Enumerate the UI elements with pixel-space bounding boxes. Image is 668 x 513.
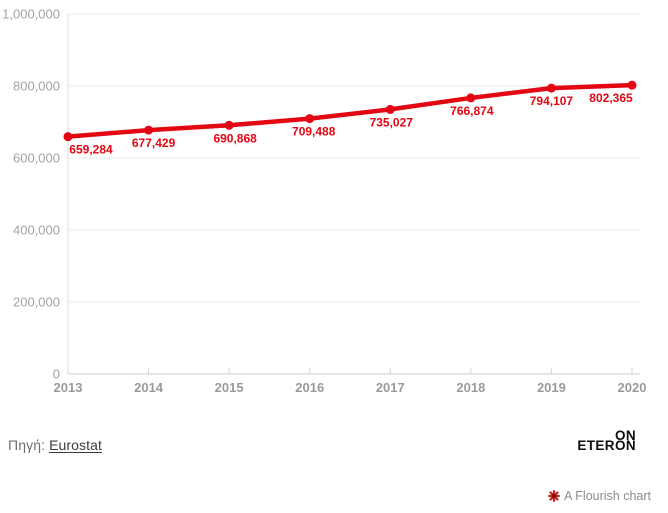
- data-point-label: 794,107: [530, 94, 574, 108]
- y-tick-label: 0: [53, 367, 60, 382]
- flourish-attribution-link[interactable]: A Flourish chart: [548, 489, 651, 503]
- x-tick-label: 2015: [215, 380, 244, 395]
- flourish-attribution-label: A Flourish chart: [564, 489, 651, 503]
- y-tick-label: 1,000,000: [2, 7, 60, 22]
- line-chart: 0 200,000 400,000 600,000 800,000 1,000,000 20…: [2, 7, 647, 396]
- x-tick-label: 2013: [54, 380, 83, 395]
- data-point[interactable]: [466, 93, 476, 103]
- data-point[interactable]: [144, 125, 154, 135]
- x-tick-label: 2020: [618, 380, 647, 395]
- eteron-logo-line-on: ON: [614, 428, 636, 443]
- y-tick-label: 200,000: [13, 295, 60, 310]
- source-row: Πηγή: Eurostat: [8, 437, 102, 453]
- y-tick-label: 800,000: [13, 79, 60, 94]
- data-point[interactable]: [63, 132, 73, 142]
- source-link[interactable]: Eurostat: [49, 437, 103, 453]
- data-point[interactable]: [627, 80, 637, 90]
- data-point-label: 766,874: [450, 104, 494, 118]
- data-point[interactable]: [224, 120, 234, 130]
- y-tick-label: 600,000: [13, 151, 60, 166]
- data-point-label: 709,488: [292, 125, 336, 139]
- eteron-logo: ON ETERON: [577, 428, 636, 453]
- x-tick-label: 2014: [134, 380, 164, 395]
- x-tick-label: 2018: [456, 380, 485, 395]
- data-point[interactable]: [305, 114, 315, 124]
- x-tick-label: 2017: [376, 380, 405, 395]
- x-tick-label: 2016: [295, 380, 324, 395]
- data-point-label: 659,284: [69, 143, 113, 157]
- data-point-label: 735,027: [370, 115, 414, 129]
- x-tick-label: 2019: [537, 380, 566, 395]
- eteron-logo-line-eteron: ETERON: [577, 437, 636, 453]
- data-line: [65, 82, 635, 139]
- y-tick-label: 400,000: [13, 223, 60, 238]
- flourish-icon: [548, 490, 561, 502]
- chart-area: 0 200,000 400,000 600,000 800,000 1,000,000 20…: [2, 7, 647, 396]
- data-point-label: 690,868: [213, 131, 257, 145]
- data-point[interactable]: [546, 83, 556, 93]
- data-point-label: 802,365: [589, 91, 633, 105]
- data-point[interactable]: [385, 104, 395, 114]
- data-point-label: 677,429: [132, 136, 176, 150]
- source-prefix-label: Πηγή:: [8, 437, 46, 453]
